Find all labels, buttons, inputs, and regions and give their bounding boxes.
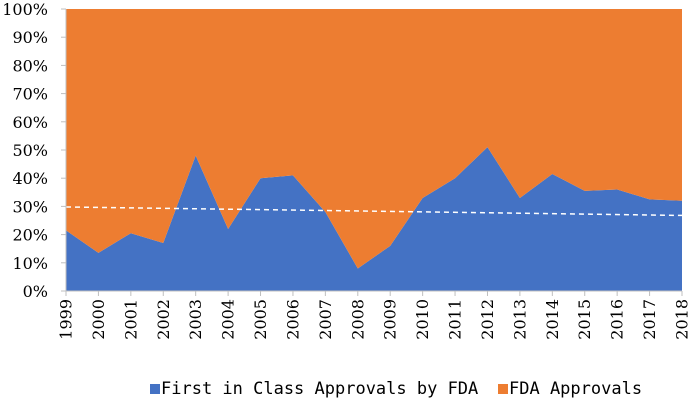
y-tick-label: 70% (12, 85, 48, 104)
x-tick-label: 2017 (640, 299, 659, 340)
legend-swatch (498, 384, 508, 394)
legend: First in Class Approvals by FDA FDA Appro… (150, 379, 642, 399)
legend-swatch (150, 384, 160, 394)
x-tick-label: 2003 (186, 299, 205, 340)
x-tick-label: 2000 (89, 299, 108, 340)
x-tick-label: 2015 (575, 299, 594, 340)
x-tick-label: 2016 (608, 299, 627, 340)
trendline (65, 206, 683, 217)
plot-area (65, 9, 683, 291)
x-tick-label: 2011 (446, 299, 465, 340)
x-tick-label: 1999 (57, 299, 76, 340)
x-tick-label: 2004 (219, 299, 238, 340)
area-series-fda-approvals (66, 9, 682, 269)
y-axis-ticks: 0% 10% 20% 30% 40% 50% 60% 70% 80% 90% 100% (2, 0, 66, 301)
x-tick-label: 2006 (283, 299, 302, 340)
y-tick-label: 10% (12, 254, 48, 273)
x-tick-label: 2009 (381, 299, 400, 340)
x-tick-label: 2001 (121, 299, 140, 340)
x-tick-label: 2014 (543, 299, 562, 340)
y-tick-label: 80% (12, 56, 48, 75)
area-series-first-in-class (66, 147, 682, 291)
legend-item-fda-approvals: FDA Approvals (498, 379, 642, 399)
x-axis-ticks: 1999 2000 2001 2002 2003 2004 2005 2006 2007 2008… (57, 291, 692, 340)
x-tick-label: 2008 (348, 299, 367, 340)
legend-label: First in Class Approvals by FDA (161, 379, 478, 399)
legend-item-first-in-class: First in Class Approvals by FDA (150, 379, 478, 399)
y-tick-label: 20% (12, 226, 48, 245)
x-tick-label: 2007 (316, 299, 335, 340)
x-tick-label: 2002 (154, 299, 173, 340)
x-tick-label: 2010 (413, 299, 432, 340)
x-tick-label: 2012 (478, 299, 497, 340)
y-tick-label: 100% (2, 0, 48, 19)
legend-label: FDA Approvals (509, 379, 642, 399)
x-tick-label: 2018 (673, 299, 692, 340)
y-tick-label: 50% (12, 141, 48, 160)
x-tick-label: 2005 (251, 299, 270, 340)
y-tick-label: 40% (12, 169, 48, 188)
y-tick-label: 90% (12, 28, 48, 47)
x-tick-label: 2013 (510, 299, 529, 340)
y-tick-label: 60% (12, 113, 48, 132)
y-tick-label: 0% (23, 282, 48, 301)
y-tick-label: 30% (12, 197, 48, 216)
